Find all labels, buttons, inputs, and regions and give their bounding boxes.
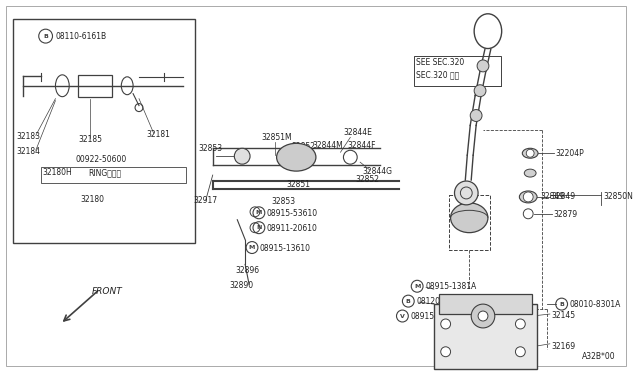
Circle shape bbox=[234, 148, 250, 164]
Text: B: B bbox=[43, 33, 48, 39]
Text: 32844M: 32844M bbox=[312, 141, 343, 150]
Text: 32844F: 32844F bbox=[348, 141, 376, 150]
Ellipse shape bbox=[520, 191, 537, 203]
Bar bbox=[439, 294, 532, 314]
Circle shape bbox=[524, 192, 533, 202]
Text: 32145: 32145 bbox=[552, 311, 576, 320]
Circle shape bbox=[515, 347, 525, 357]
Text: 32851M: 32851M bbox=[262, 134, 292, 142]
Bar bbox=[449, 195, 490, 250]
Text: 32852: 32852 bbox=[355, 175, 380, 184]
Text: 08110-6161B: 08110-6161B bbox=[56, 32, 107, 41]
Ellipse shape bbox=[276, 143, 316, 171]
Bar bbox=[414, 56, 500, 86]
Circle shape bbox=[474, 85, 486, 97]
Text: 08010-8301A: 08010-8301A bbox=[570, 300, 621, 309]
Text: 32852: 32852 bbox=[291, 142, 316, 151]
Text: 32917: 32917 bbox=[193, 196, 217, 205]
Text: 08915-13610: 08915-13610 bbox=[260, 244, 311, 253]
Text: M: M bbox=[256, 210, 262, 215]
Text: 32851: 32851 bbox=[287, 180, 310, 189]
Circle shape bbox=[441, 319, 451, 329]
Text: SEC.320 参照: SEC.320 参照 bbox=[416, 70, 460, 79]
Circle shape bbox=[441, 347, 451, 357]
Text: 32183: 32183 bbox=[16, 132, 40, 141]
Bar bbox=[78, 75, 113, 97]
Text: 08911-20610: 08911-20610 bbox=[267, 224, 317, 233]
Circle shape bbox=[515, 319, 525, 329]
Text: SEE SEC.320: SEE SEC.320 bbox=[416, 58, 465, 67]
Text: N: N bbox=[256, 225, 262, 230]
Text: 32879: 32879 bbox=[554, 210, 578, 219]
Text: 32169: 32169 bbox=[552, 342, 576, 351]
Text: 32204P: 32204P bbox=[556, 149, 584, 158]
Text: 00922-50600: 00922-50600 bbox=[75, 155, 126, 164]
Text: M: M bbox=[414, 284, 420, 289]
Text: 32185: 32185 bbox=[78, 135, 102, 144]
Circle shape bbox=[526, 149, 534, 157]
Text: 32853: 32853 bbox=[272, 197, 296, 206]
Text: B: B bbox=[406, 299, 411, 304]
Text: A32B*00: A32B*00 bbox=[582, 352, 616, 361]
Ellipse shape bbox=[524, 169, 536, 177]
Text: 32890: 32890 bbox=[229, 281, 253, 290]
Circle shape bbox=[478, 311, 488, 321]
Circle shape bbox=[470, 110, 482, 122]
Circle shape bbox=[477, 60, 489, 72]
Text: B: B bbox=[559, 302, 564, 307]
Bar bbox=[13, 19, 195, 243]
Circle shape bbox=[471, 304, 495, 328]
Text: V: V bbox=[400, 314, 405, 318]
Text: 08915-1381A: 08915-1381A bbox=[410, 312, 461, 321]
Text: 32844E: 32844E bbox=[344, 128, 372, 137]
Circle shape bbox=[454, 181, 478, 205]
Bar bbox=[41, 167, 186, 183]
Text: 32180: 32180 bbox=[80, 195, 104, 204]
Text: 32849: 32849 bbox=[552, 192, 576, 201]
Text: 32849: 32849 bbox=[540, 192, 564, 201]
Text: 32181: 32181 bbox=[147, 131, 171, 140]
Text: 32844G: 32844G bbox=[362, 167, 392, 176]
Text: 32180H: 32180H bbox=[43, 168, 72, 177]
Text: 32850N: 32850N bbox=[603, 192, 633, 201]
Text: 08915-1381A: 08915-1381A bbox=[425, 282, 476, 291]
Ellipse shape bbox=[451, 203, 488, 232]
Text: M: M bbox=[249, 245, 255, 250]
Text: 32853: 32853 bbox=[198, 144, 222, 153]
Ellipse shape bbox=[522, 148, 538, 158]
Bar bbox=[434, 304, 537, 369]
Text: FRONT: FRONT bbox=[92, 287, 123, 296]
Text: RINGリング: RINGリング bbox=[88, 168, 121, 177]
Text: 08120-8251E: 08120-8251E bbox=[416, 297, 467, 306]
Text: 32896: 32896 bbox=[236, 266, 259, 275]
Text: 08915-53610: 08915-53610 bbox=[267, 209, 318, 218]
Text: 32184: 32184 bbox=[16, 147, 40, 156]
